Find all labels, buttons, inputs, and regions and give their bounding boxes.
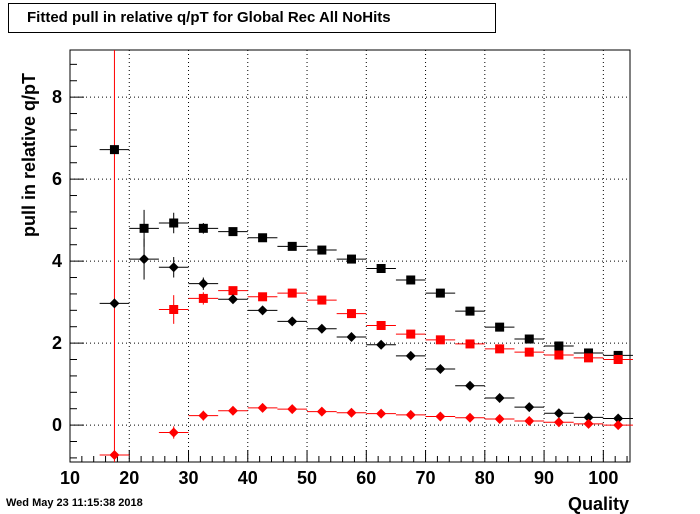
data-layer xyxy=(99,50,633,462)
x-tick-label: 100 xyxy=(588,468,618,488)
data-point xyxy=(346,309,356,319)
data-point xyxy=(109,145,119,155)
timestamp: Wed May 23 11:15:38 2018 xyxy=(6,497,143,509)
data-point xyxy=(317,295,327,305)
data-point xyxy=(139,254,150,265)
data-point xyxy=(613,413,624,424)
data-point xyxy=(376,320,386,330)
data-point xyxy=(287,316,298,327)
data-point xyxy=(494,413,505,424)
y-tick-label: 8 xyxy=(52,87,62,107)
data-point xyxy=(317,245,327,255)
data-point xyxy=(465,339,475,349)
data-point xyxy=(258,233,268,243)
data-point xyxy=(524,347,534,357)
x-tick-label: 30 xyxy=(179,468,199,488)
series-0 xyxy=(99,145,633,360)
data-point xyxy=(405,409,416,420)
data-point xyxy=(524,402,535,413)
data-point xyxy=(405,350,416,361)
x-axis-label: Quality xyxy=(568,494,629,514)
data-point xyxy=(316,406,327,417)
y-tick-label: 0 xyxy=(52,415,62,435)
data-point xyxy=(228,227,238,237)
data-point xyxy=(376,408,387,419)
data-point xyxy=(583,412,594,423)
data-point xyxy=(554,350,564,360)
x-tick-label: 70 xyxy=(416,468,436,488)
data-point xyxy=(257,402,268,413)
data-point xyxy=(168,427,179,438)
data-point xyxy=(139,223,149,233)
data-point xyxy=(376,264,386,274)
data-point xyxy=(406,275,416,285)
x-tick-label: 40 xyxy=(238,468,258,488)
x-tick-label: 60 xyxy=(356,468,376,488)
y-axis-label: pull in relative q/pT xyxy=(19,73,39,237)
data-point xyxy=(287,288,297,298)
x-tick-label: 20 xyxy=(119,468,139,488)
data-point xyxy=(494,393,505,404)
y-tick-label: 6 xyxy=(52,169,62,189)
data-point xyxy=(495,322,505,332)
y-tick-label: 4 xyxy=(52,251,62,271)
data-point xyxy=(169,304,179,314)
data-point xyxy=(198,410,209,421)
plot-frame xyxy=(69,49,631,463)
data-point xyxy=(465,412,475,423)
data-point xyxy=(109,450,120,461)
x-tick-label: 10 xyxy=(60,468,80,488)
x-tick-label: 90 xyxy=(534,468,554,488)
data-point xyxy=(583,418,594,429)
data-point xyxy=(227,294,238,305)
data-point xyxy=(287,404,298,415)
axes-layer: 10 20 30 40 50 60 70 80 90 100 0 2 4 6 8 xyxy=(52,49,631,488)
series-3 xyxy=(99,402,633,461)
data-point xyxy=(524,416,535,427)
x-tick-label: 50 xyxy=(297,468,317,488)
data-point xyxy=(495,344,505,354)
data-point xyxy=(346,254,356,264)
series-2 xyxy=(99,238,633,424)
data-point xyxy=(613,355,623,365)
data-point xyxy=(169,218,179,228)
data-point xyxy=(465,306,475,316)
data-point xyxy=(435,411,446,422)
data-point xyxy=(584,353,594,363)
data-point xyxy=(554,341,564,351)
data-point xyxy=(198,223,208,233)
data-point xyxy=(257,305,268,316)
series-1 xyxy=(158,286,633,365)
x-tick-label: 80 xyxy=(475,468,495,488)
data-point xyxy=(584,348,594,358)
y-tick-label: 2 xyxy=(52,333,62,353)
data-point xyxy=(524,334,534,344)
data-point xyxy=(109,298,120,309)
data-point xyxy=(435,288,445,298)
data-point xyxy=(613,420,624,431)
data-point xyxy=(406,329,416,339)
data-point xyxy=(227,405,238,416)
data-point xyxy=(346,407,357,418)
data-point xyxy=(198,278,209,289)
data-point xyxy=(465,380,475,391)
data-point xyxy=(287,241,297,251)
data-point xyxy=(168,262,179,273)
data-point xyxy=(376,339,387,350)
data-point xyxy=(346,331,357,342)
data-point xyxy=(553,408,564,419)
data-point xyxy=(258,292,268,302)
data-point xyxy=(228,286,238,296)
data-point xyxy=(553,417,564,428)
data-point xyxy=(435,335,445,345)
data-point xyxy=(435,363,446,374)
data-point xyxy=(198,293,208,303)
chart-title: Fitted pull in relative q/pT for Global … xyxy=(8,3,496,33)
data-point xyxy=(316,323,327,334)
